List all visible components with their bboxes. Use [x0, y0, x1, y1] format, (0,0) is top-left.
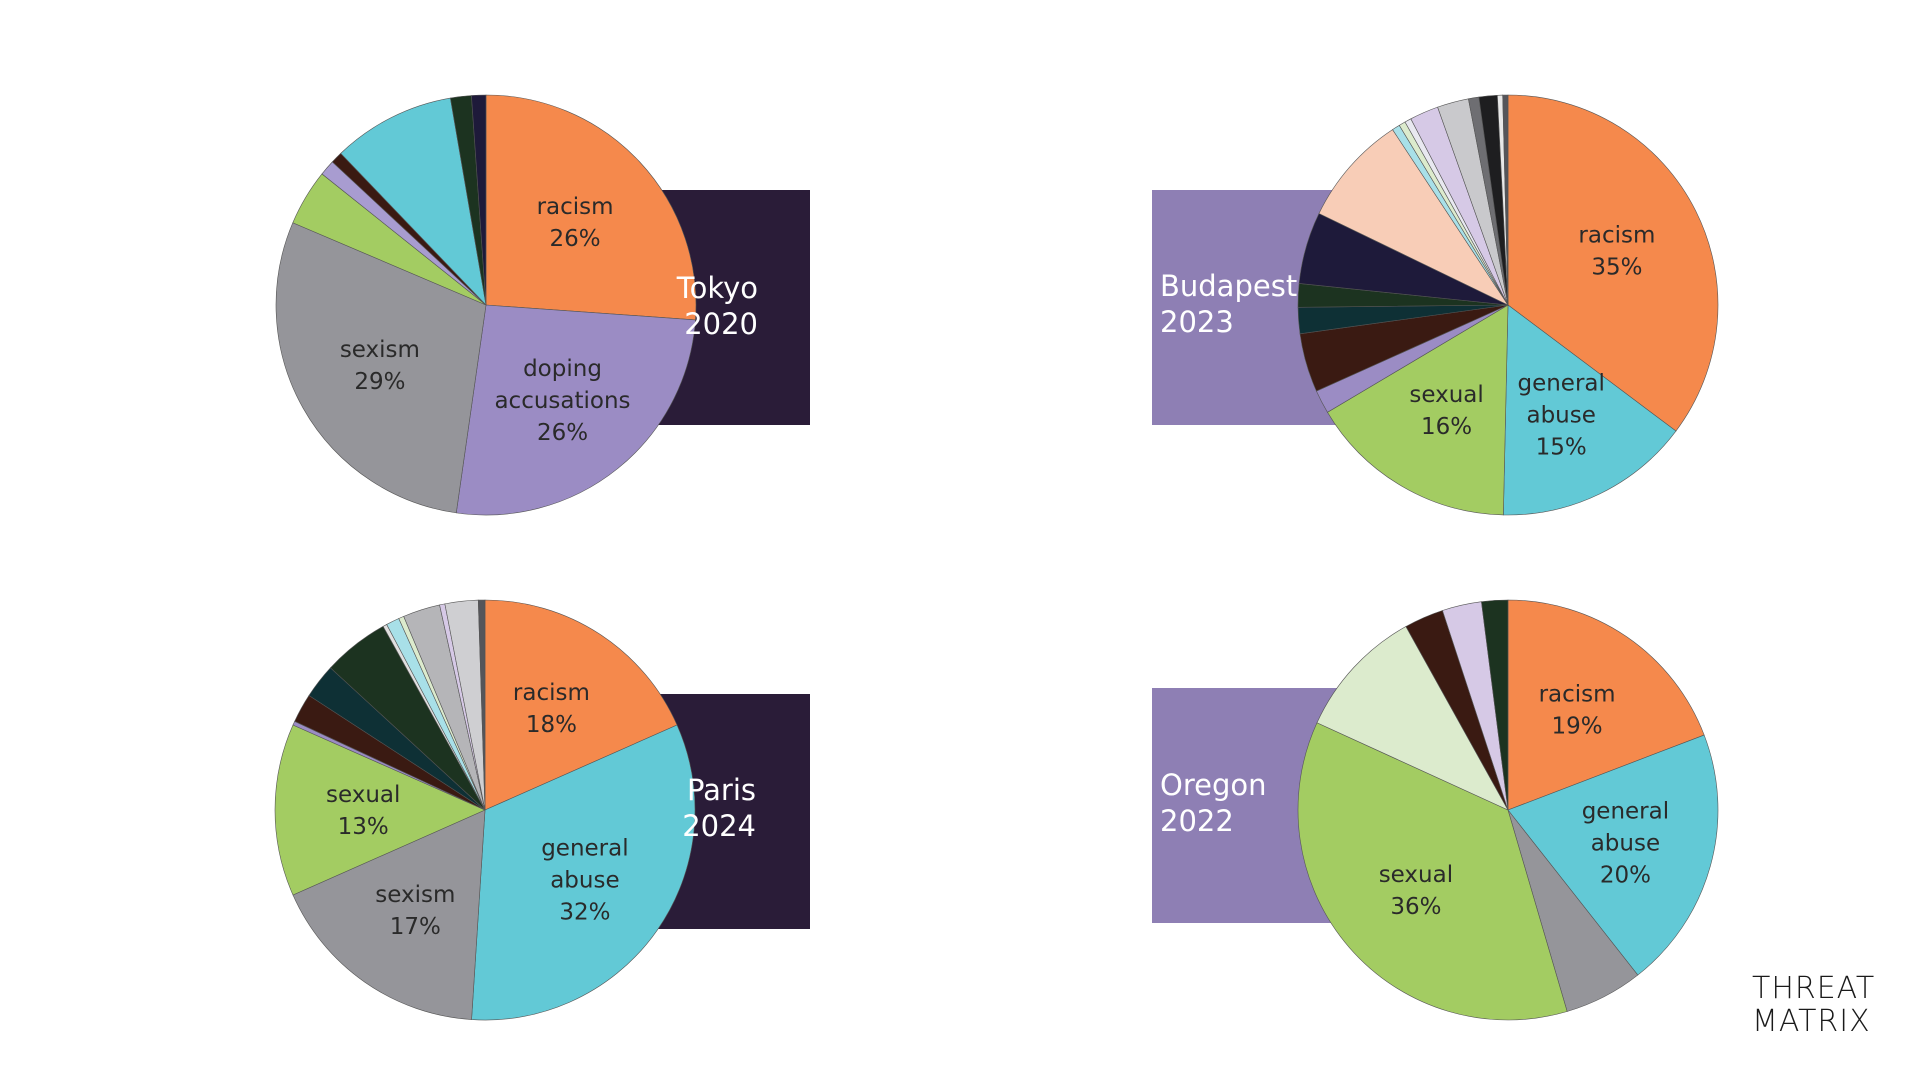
oregon-2022-label-racism: racism 19%	[1539, 682, 1616, 740]
oregon-2022-label-general-abuse-line-1: abuse	[1591, 831, 1660, 857]
tokyo-2020-label-sexism-line-1: 29%	[354, 369, 405, 395]
budapest-2023-pie-chart: racism 35% general abuse 15% sexual 16% Budapes…	[1152, 94, 1719, 516]
tokyo-2020-slice-unlabeled-6	[340, 97, 487, 306]
paris-2024-title-line-1: 2024	[682, 809, 756, 843]
oregon-2022-label-racism-line-1: 19%	[1552, 714, 1603, 740]
paris-2024-label-racism: racism 18%	[513, 680, 590, 738]
oregon-2022-slice-general-abuse	[1507, 734, 1719, 976]
tokyo-2020-label-doping-accusations-line-1: accusations	[494, 388, 630, 414]
oregon-2022-label-racism-line-0: racism	[1539, 682, 1616, 708]
logo-line-1: THREAT	[1752, 971, 1876, 1006]
oregon-2022-slice-unlabeled-4	[1316, 626, 1509, 811]
tokyo-2020-title: Tokyo 2020	[676, 271, 758, 341]
budapest-2023-label-general-abuse-line-2: 15%	[1536, 435, 1587, 461]
paris-2024-label-racism-line-0: racism	[513, 680, 590, 706]
paris-2024-label-sexism: sexism 17%	[375, 882, 455, 940]
budapest-2023-label-racism-line-1: 35%	[1591, 255, 1642, 281]
oregon-2022-slice-racism	[1507, 599, 1705, 811]
tokyo-2020-slice-racism	[485, 94, 697, 321]
tokyo-2020-label-sexism-line-0: sexism	[340, 337, 420, 363]
tokyo-2020-label-doping-accusations-line-2: 26%	[537, 420, 588, 446]
budapest-2023-label-sexual-line-0: sexual	[1409, 382, 1483, 408]
paris-2024-label-general-abuse: general abuse 32%	[541, 836, 628, 926]
paris-2024-slice-racism	[484, 599, 678, 811]
oregon-2022-slice-sexual	[1297, 722, 1568, 1021]
paris-2024-label-sexism-line-1: 17%	[390, 914, 441, 940]
oregon-2022-title: Oregon 2022	[1160, 768, 1266, 838]
tokyo-2020-label-racism-line-1: 26%	[550, 226, 601, 252]
tokyo-2020-label-doping-accusations-line-0: doping	[523, 356, 602, 382]
paris-2024-slice-unlabeled-14	[477, 599, 486, 811]
paris-2024-slice-sexism	[292, 809, 486, 1020]
budapest-2023-slice-unlabeled-8	[1318, 129, 1509, 306]
tokyo-2020-label-racism-line-0: racism	[537, 194, 614, 220]
budapest-2023-label-racism-line-0: racism	[1578, 223, 1655, 249]
threat-matrix-logo: THREAT MATRIX	[1752, 972, 1897, 1038]
budapest-2023-slice-general-abuse	[1503, 304, 1677, 516]
oregon-2022-title-line-0: Oregon	[1160, 768, 1266, 802]
logo-line-2: MATRIX	[1752, 1004, 1871, 1039]
oregon-2022-title-line-1: 2022	[1160, 804, 1234, 838]
tokyo-2020-label-doping-accusations: doping accusations 26%	[494, 356, 630, 446]
oregon-2022-label-sexual-line-0: sexual	[1379, 862, 1453, 888]
budapest-2023-label-racism: racism 35%	[1578, 223, 1655, 281]
oregon-2022-slice-unlabeled-7	[1481, 599, 1509, 811]
tokyo-2020-slice-doping-accusations	[455, 304, 696, 516]
budapest-2023-label-general-abuse-line-1: abuse	[1526, 403, 1595, 429]
oregon-2022-label-sexual: sexual 36%	[1379, 862, 1453, 920]
budapest-2023-title: Budapest 2023	[1160, 269, 1297, 339]
paris-2024-slice-general-abuse	[471, 724, 696, 1021]
paris-2024-label-sexual-line-1: 13%	[338, 814, 389, 840]
oregon-2022-label-sexual-line-1: 36%	[1390, 894, 1441, 920]
budapest-2023-title-line-0: Budapest	[1160, 269, 1297, 303]
budapest-2023-label-general-abuse: general abuse 15%	[1517, 371, 1604, 461]
tokyo-2020-label-racism: racism 26%	[537, 194, 614, 252]
budapest-2023-label-sexual-line-1: 16%	[1421, 414, 1472, 440]
oregon-2022-label-general-abuse-line-0: general	[1582, 799, 1669, 825]
tokyo-2020-title-line-1: 2020	[684, 307, 758, 341]
paris-2024-label-sexual-line-0: sexual	[326, 782, 400, 808]
paris-2024-label-general-abuse-line-0: general	[541, 836, 628, 862]
budapest-2023-title-line-1: 2023	[1160, 305, 1234, 339]
paris-2024-slice-sexual	[274, 724, 486, 896]
paris-2024-title-line-0: Paris	[687, 773, 756, 807]
paris-2024-label-racism-line-1: 18%	[526, 712, 577, 738]
budapest-2023-slice-racism	[1507, 94, 1719, 432]
budapest-2023-label-general-abuse-line-0: general	[1517, 371, 1604, 397]
budapest-2023-slice-sexual	[1327, 304, 1509, 516]
oregon-2022-label-general-abuse-line-2: 20%	[1600, 863, 1651, 889]
tokyo-2020-pie-chart: racism 26% doping accusations 26% sexism 29% To…	[275, 94, 810, 516]
budapest-2023-slice-unlabeled-17	[1502, 94, 1509, 306]
paris-2024-pie-chart: racism 18% general abuse 32% sexism 17% sexual 1…	[274, 599, 810, 1021]
paris-2024-label-sexism-line-0: sexism	[375, 882, 455, 908]
paris-2024-title: Paris 2024	[682, 773, 756, 843]
budapest-2023-label-sexual: sexual 16%	[1409, 382, 1483, 440]
oregon-2022-pie-chart: racism 19% general abuse 20% sexual 36% Oregon 2…	[1152, 599, 1719, 1021]
paris-2024-label-general-abuse-line-1: abuse	[550, 868, 619, 894]
paris-2024-label-general-abuse-line-2: 32%	[559, 900, 610, 926]
tokyo-2020-title-line-0: Tokyo	[676, 271, 758, 305]
tokyo-2020-slice-unlabeled-8	[471, 94, 487, 306]
oregon-2022-label-general-abuse: general abuse 20%	[1582, 799, 1669, 889]
paris-2024-label-sexual: sexual 13%	[326, 782, 400, 840]
tokyo-2020-slice-sexism	[275, 222, 487, 514]
tokyo-2020-label-sexism: sexism 29%	[340, 337, 420, 395]
